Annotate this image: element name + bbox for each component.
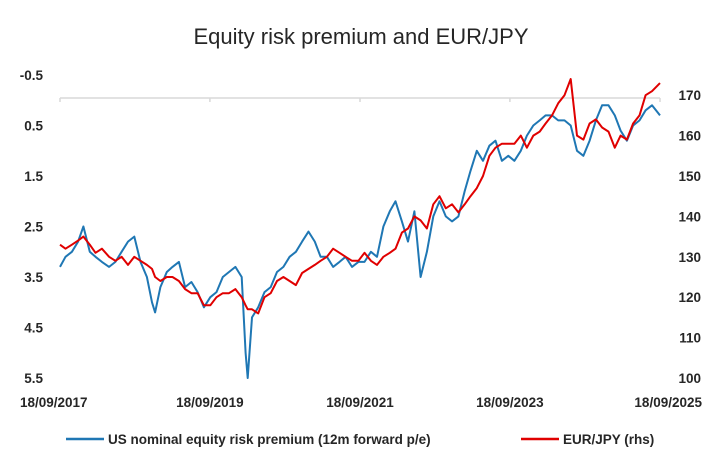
erp-series-line bbox=[59, 104, 661, 379]
legend: US nominal equity risk premium (12m forw… bbox=[66, 432, 654, 447]
series-lines bbox=[59, 78, 661, 379]
y-right-tick-label: 120 bbox=[678, 290, 701, 305]
x-tick-label: 18/09/2021 bbox=[326, 395, 394, 410]
y-left-tick-label: 5.5 bbox=[24, 371, 43, 386]
y-left-tick-label: 1.5 bbox=[24, 169, 43, 184]
y-right-tick-label: 130 bbox=[678, 250, 701, 265]
legend-label-eurjpy: EUR/JPY (rhs) bbox=[563, 432, 654, 447]
y-right-tick-label: 140 bbox=[678, 209, 701, 224]
y-left-tick-label: 3.5 bbox=[24, 270, 43, 285]
y-right-tick-label: 170 bbox=[678, 88, 701, 103]
eurjpy-series-line bbox=[59, 78, 661, 315]
x-tick-label: 18/09/2019 bbox=[176, 395, 244, 410]
y-right-tick-label: 150 bbox=[678, 169, 701, 184]
x-tick-label: 18/09/2025 bbox=[634, 395, 702, 410]
y-left-tick-label: -0.5 bbox=[20, 68, 44, 83]
axes: 18/09/2017 18/09/2019 18/09/2021 18/09/2023… bbox=[20, 68, 703, 410]
y-left-tick-label: 2.5 bbox=[24, 220, 43, 235]
legend-label-erp: US nominal equity risk premium (12m forw… bbox=[108, 432, 431, 447]
x-tick-label: 18/09/2017 bbox=[20, 395, 88, 410]
chart-title: Equity risk premium and EUR/JPY bbox=[194, 24, 529, 49]
y-left-tick-label: 4.5 bbox=[24, 321, 43, 336]
y-right-tick-label: 110 bbox=[679, 331, 701, 346]
y-right-tick-label: 160 bbox=[678, 129, 701, 144]
x-tick-label: 18/09/2023 bbox=[476, 395, 544, 410]
y-right-tick-label: 100 bbox=[678, 371, 701, 386]
y-left-tick-label: 0.5 bbox=[24, 119, 43, 134]
